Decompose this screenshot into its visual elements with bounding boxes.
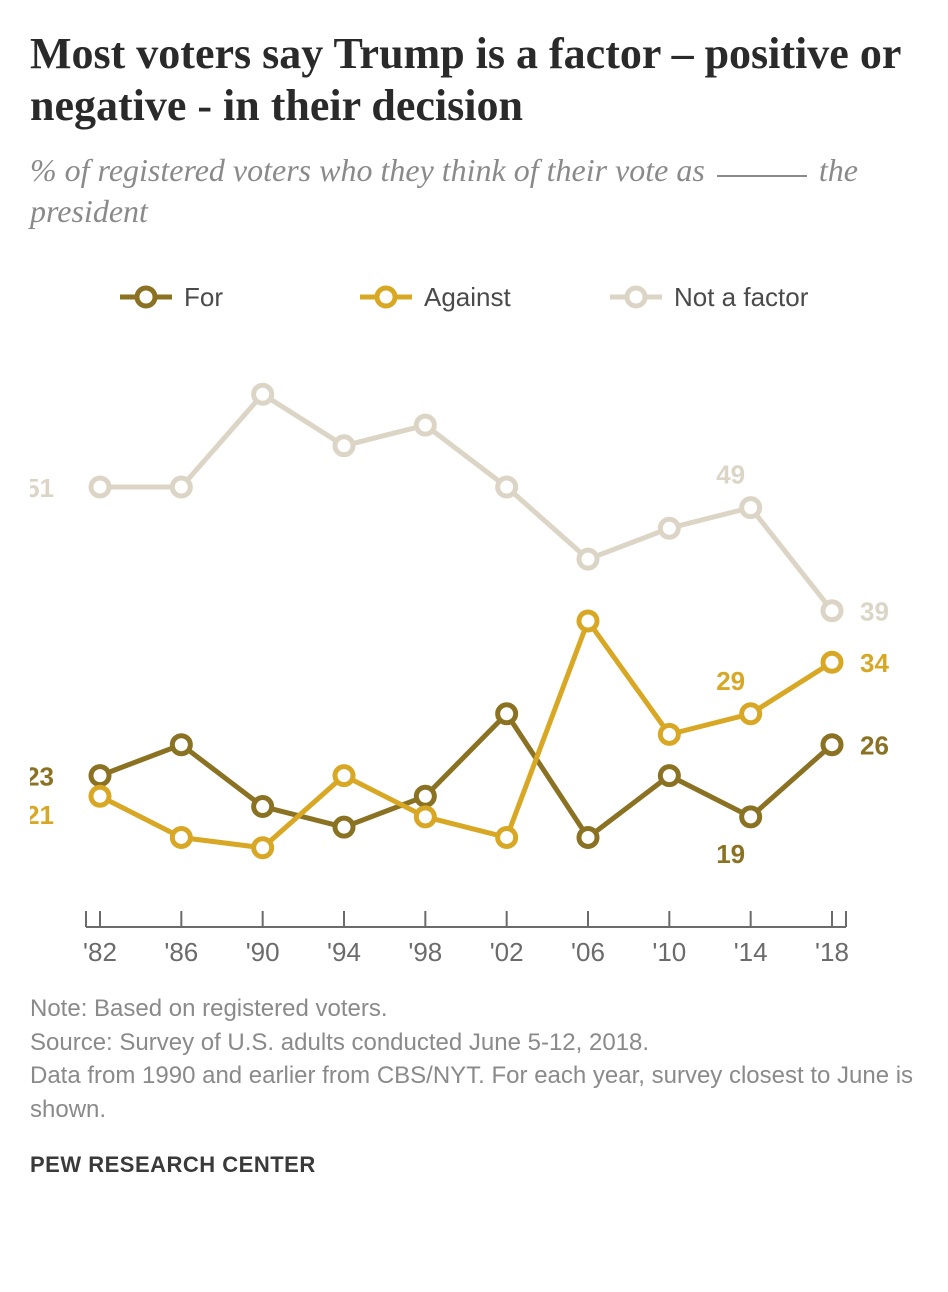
svg-text:Against: Against	[424, 282, 511, 312]
note-line-3: Data from 1990 and earlier from CBS/NYT.…	[30, 1062, 913, 1123]
svg-text:34: 34	[860, 648, 889, 678]
svg-text:'18: '18	[815, 937, 849, 965]
svg-text:'02: '02	[490, 937, 524, 965]
page-root: Most voters say Trump is a factor – posi…	[0, 0, 948, 1206]
note-line-1: Note: Based on registered voters.	[30, 995, 388, 1022]
svg-text:23: 23	[30, 762, 54, 792]
svg-text:21: 21	[30, 800, 54, 830]
svg-text:For: For	[184, 282, 223, 312]
chart-subtitle: % of registered voters who they think of…	[30, 150, 918, 233]
svg-text:26: 26	[860, 731, 889, 761]
svg-text:19: 19	[716, 839, 745, 869]
svg-text:51: 51	[30, 473, 54, 503]
note-line-2: Source: Survey of U.S. adults conducted …	[30, 1029, 649, 1056]
svg-text:'10: '10	[652, 937, 686, 965]
subtitle-blank	[717, 175, 807, 177]
chart-title: Most voters say Trump is a factor – posi…	[30, 28, 918, 132]
source-org: PEW RESEARCH CENTER	[30, 1152, 918, 1178]
svg-text:29: 29	[716, 666, 745, 696]
svg-text:'82: '82	[83, 937, 117, 965]
svg-text:'86: '86	[164, 937, 198, 965]
svg-text:'94: '94	[327, 937, 361, 965]
svg-text:'06: '06	[571, 937, 605, 965]
subtitle-pre: % of registered voters who they think of…	[30, 152, 705, 188]
svg-text:'14: '14	[734, 937, 768, 965]
chart-container: For Against Not a factor 23 19 26 21 29 34 51 49 39…	[30, 265, 918, 970]
svg-text:'98: '98	[408, 937, 442, 965]
footnote: Note: Based on registered voters. Source…	[30, 992, 918, 1126]
svg-text:39: 39	[860, 597, 889, 627]
line-chart: For Against Not a factor 23 19 26 21 29 34 51 49 39…	[30, 265, 918, 965]
svg-text:Not a factor: Not a factor	[674, 282, 809, 312]
svg-text:'90: '90	[246, 937, 280, 965]
svg-text:49: 49	[716, 460, 745, 490]
